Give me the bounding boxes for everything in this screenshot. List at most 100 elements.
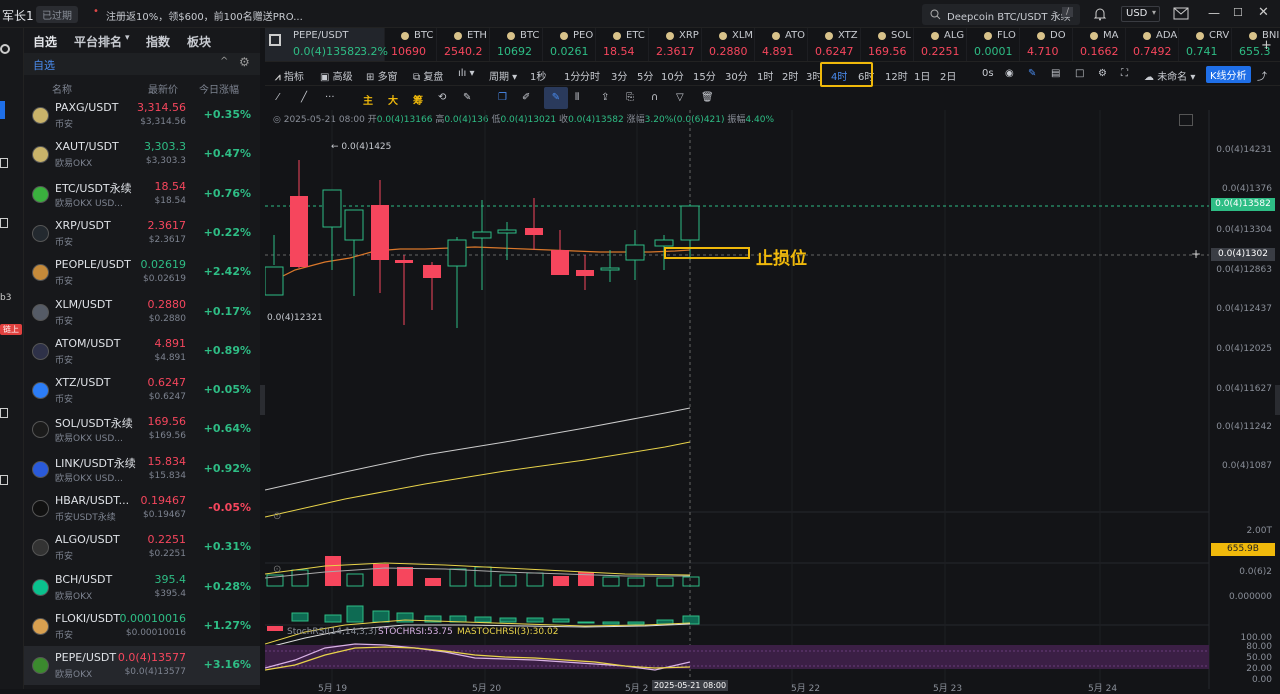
tab-platform-rank[interactable]: 平台排名 <box>74 35 123 49</box>
add-tab-icon[interactable]: + <box>1261 38 1272 53</box>
edit-icon[interactable]: ✎ <box>463 92 472 103</box>
tools-icon[interactable] <box>0 218 8 228</box>
user-name[interactable]: 军长1 <box>2 9 34 23</box>
camera-icon[interactable]: ◉ <box>1005 68 1014 79</box>
main-chart-button[interactable]: 主 <box>363 96 373 107</box>
period-button[interactable]: 周期 ▾ <box>489 72 518 83</box>
crosshair-plus-icon[interactable]: + <box>1191 247 1202 261</box>
replay-button[interactable]: ⧉ 复盘 <box>413 72 444 83</box>
gear-icon[interactable]: ⚙ <box>1098 68 1107 79</box>
copy-icon[interactable]: ❐ <box>498 92 507 103</box>
watchlist-row[interactable]: XTZ/USDT 币安 0.6247 $0.6247 +0.05% <box>24 371 260 410</box>
chip-button[interactable]: 筹 <box>413 96 423 107</box>
interval-4[interactable]: 3分 <box>611 72 628 83</box>
watchlist-row[interactable]: XAUT/USDT 欧易OKX 3,303.3 $3,303.3 +0.47% <box>24 135 260 174</box>
interval-13[interactable]: 6时 <box>858 72 875 83</box>
share-icon[interactable]: ⤴ <box>1257 72 1267 83</box>
watchlist-row[interactable]: HBAR/USDT... 币安USDT永续 0.19467 $0.19467 -… <box>24 489 260 528</box>
ticker-tab[interactable]: FLO 0.0001 <box>971 28 1020 61</box>
watchlist-row[interactable]: XLM/USDT 币安 0.2880 $0.2880 +0.17% <box>24 293 260 332</box>
ruler-icon[interactable]: ⁄ <box>277 92 279 103</box>
more-dots-icon[interactable]: ··· <box>325 92 335 103</box>
logo-icon[interactable] <box>0 44 10 54</box>
header-name[interactable]: 名称 <box>52 85 72 96</box>
interval-5[interactable]: 5分 <box>637 72 654 83</box>
magnet-icon[interactable]: ∩ <box>651 92 659 103</box>
upload-icon[interactable]: ⇪ <box>601 92 610 103</box>
chart-type-button[interactable]: ılı ▾ <box>458 68 475 79</box>
trash-icon[interactable]: 🗑 <box>701 92 714 103</box>
draw-active-icon[interactable]: ✎ <box>544 87 568 109</box>
ticker-tab[interactable]: XLM 0.2880 <box>706 28 755 61</box>
zero-s-button[interactable]: 0s <box>982 68 994 79</box>
currency-select[interactable]: USD ▾ <box>1121 6 1160 22</box>
watchlist-row[interactable]: FLOKI/USDT 币安 0.00010016 $0.00010016 +1.… <box>24 607 260 646</box>
interval-2[interactable]: 1分 <box>564 72 581 83</box>
wallet-icon[interactable] <box>0 408 8 418</box>
kline-analysis-button[interactable]: K线分析 <box>1206 66 1251 83</box>
multiwindow-button[interactable]: ⊞ 多窗 <box>366 72 398 83</box>
ticker-tab[interactable]: SOL 169.56 <box>865 28 914 61</box>
ticker-tab[interactable]: DO 4.710 <box>1024 28 1073 61</box>
brush-icon[interactable]: ✐ <box>522 92 531 103</box>
panel-splitter[interactable] <box>260 385 265 415</box>
mail-icon[interactable] <box>1173 7 1189 20</box>
ticker-tab[interactable]: BTC 10692 <box>494 28 543 61</box>
watchlist-row[interactable]: ETC/USDT永续 欧易OKX USD... 18.54 $18.54 +0.… <box>24 175 260 214</box>
chain-badge[interactable]: 链上 <box>0 324 22 335</box>
interval-3[interactable]: 分时 <box>580 72 600 83</box>
rail-b3[interactable]: b3 <box>0 293 12 303</box>
right-splitter[interactable] <box>1275 385 1280 415</box>
promo-text[interactable]: 注册返10%，领$600，前100名赠送PRO... <box>106 12 303 23</box>
interval-10[interactable]: 2时 <box>782 72 799 83</box>
watchlist-row[interactable]: LINK/USDT永续 欧易OKX USD... 15.834 $15.834 … <box>24 450 260 489</box>
fullscreen-icon[interactable]: ⛶ <box>1121 68 1128 79</box>
header-price[interactable]: 最新价 <box>148 85 178 96</box>
expand-pane-icon[interactable]: ⊙ <box>273 511 282 522</box>
interval-12[interactable]: 4时 <box>831 72 848 83</box>
tab-index[interactable]: 指数 <box>146 35 171 49</box>
indicator-button[interactable]: ⩘ 指标 <box>275 72 304 83</box>
big-button[interactable]: 大 <box>388 96 398 107</box>
tab-sector[interactable]: 板块 <box>187 35 212 49</box>
more-icon[interactable] <box>0 475 8 485</box>
watchlist-row[interactable]: ATOM/USDT 币安 4.891 $4.891 +0.89% <box>24 332 260 371</box>
watchlist-row[interactable]: PEOPLE/USDT 币安 0.02619 $0.02619 +2.42% <box>24 253 260 292</box>
ticker-tab[interactable]: CRV 0.741 <box>1183 28 1232 61</box>
ticker-tab[interactable]: ALG 0.2251 <box>918 28 967 61</box>
expand-pane-icon[interactable]: ⊙ <box>273 564 282 575</box>
tab-favorites[interactable]: 自选 <box>33 35 58 49</box>
interval-16[interactable]: 2日 <box>940 72 957 83</box>
line-icon[interactable]: ╱ <box>301 92 308 103</box>
interval-11[interactable]: 3时 <box>806 72 823 83</box>
watchlist-row[interactable]: BCH/USDT 欧易OKX 395.4 $395.4 +0.28% <box>24 568 260 607</box>
ticker-tab[interactable]: MA 0.1662 <box>1077 28 1126 61</box>
image-icon[interactable]: ▤ <box>1051 68 1061 79</box>
candles-icon[interactable]: ⫴ <box>575 92 580 103</box>
expand-icon[interactable] <box>1179 114 1193 126</box>
watchlist-row[interactable]: SOL/USDT永续 欧易OKX USD... 169.56 $169.56 +… <box>24 410 260 449</box>
unnamed-layout[interactable]: ☁ 未命名 ▾ <box>1144 72 1196 83</box>
watchlist-row[interactable]: ALGO/USDT 币安 0.2251 $0.2251 +0.31% <box>24 528 260 567</box>
close-icon[interactable]: ✕ <box>1258 5 1269 20</box>
bell-icon[interactable] <box>1093 7 1107 21</box>
search-box[interactable]: Deepcoin BTC/USDT 永续 / <box>922 4 1080 25</box>
ticker-tab[interactable]: ADA 0.7492 <box>1130 28 1179 61</box>
legend-icon[interactable]: ◎ <box>273 115 281 125</box>
interval-6[interactable]: 10分 <box>661 72 684 83</box>
collapse-icon[interactable]: ^ <box>220 56 229 67</box>
ticker-tab[interactable]: PEO 0.0261 <box>547 28 596 61</box>
ticker-tab[interactable]: ETH 2540.2 <box>441 28 490 61</box>
ticker-tab[interactable]: XTZ 0.6247 <box>812 28 861 61</box>
ticker-tab[interactable]: XRP 2.3617 <box>653 28 702 61</box>
news-icon[interactable] <box>0 158 8 168</box>
ticker-tab[interactable]: ATO 4.891 <box>759 28 808 61</box>
pen-icon[interactable]: ✎ <box>1028 68 1037 79</box>
settings-icon[interactable]: ⚙ <box>239 55 250 69</box>
header-change[interactable]: 今日涨幅 <box>199 85 239 96</box>
advanced-button[interactable]: ▣ 高级 <box>320 72 353 83</box>
maximize-icon[interactable]: ☐ <box>1233 6 1243 19</box>
ticker-tab[interactable]: PEPE/USDT 0.0(4)13582 3.2% <box>265 28 388 61</box>
interval-8[interactable]: 30分 <box>725 72 748 83</box>
interval-15[interactable]: 1日 <box>914 72 931 83</box>
